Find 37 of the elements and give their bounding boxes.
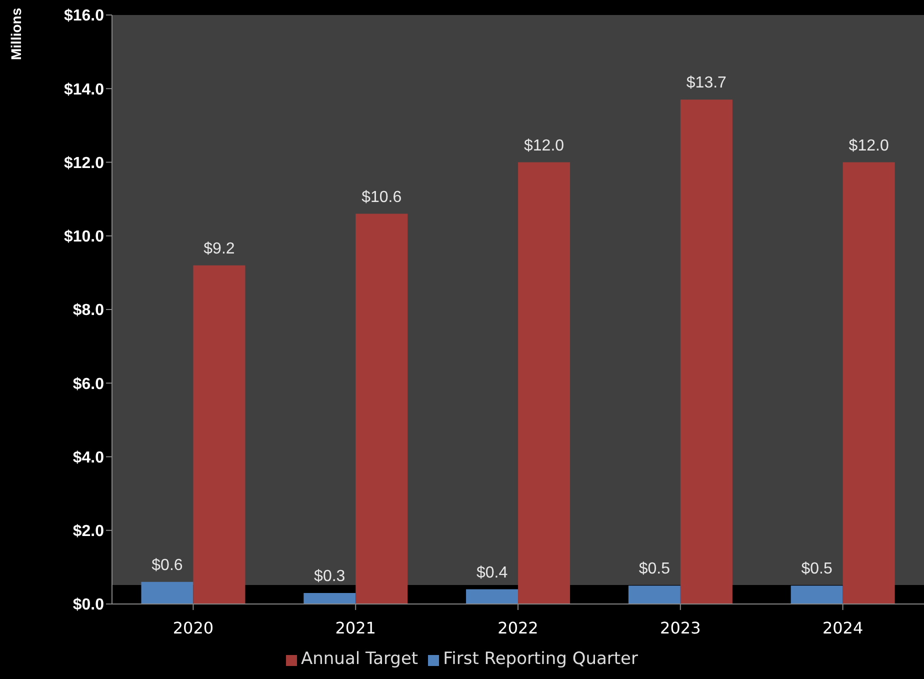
bar (304, 592, 356, 604)
bar (842, 162, 895, 604)
data-label: $12.0 (848, 137, 889, 154)
y-tick-label: $4.0 (72, 449, 104, 466)
data-label: $12.0 (524, 137, 564, 154)
data-label: $0.6 (152, 556, 183, 574)
data-label: $9.2 (204, 240, 235, 258)
x-tick-label: 2023 (660, 618, 701, 638)
data-label: $0.3 (314, 568, 346, 585)
x-tick-label: 2024 (822, 618, 864, 638)
y-tick-label: $8.0 (72, 302, 104, 320)
x-tick-label: 2022 (498, 618, 538, 638)
x-tick-label: 2021 (335, 618, 376, 638)
legend-label: Annual Target (301, 649, 418, 669)
y-tick-label: $6.0 (72, 376, 104, 393)
bar (466, 589, 518, 604)
y-tick-label: $0.0 (72, 596, 104, 614)
y-tick-label: $10.0 (64, 228, 104, 246)
bar (356, 214, 408, 604)
y-tick-label: $14.0 (64, 81, 104, 98)
data-label: $10.6 (362, 188, 402, 206)
x-tick-label: 2020 (172, 618, 214, 638)
data-label: $0.5 (801, 560, 833, 578)
y-tick-label: $2.0 (72, 523, 104, 540)
y-tick-label: $16.0 (64, 8, 104, 25)
bar (790, 586, 843, 604)
legend-label: First Reporting Quarter (443, 649, 638, 669)
bar (518, 162, 570, 604)
y-tick-label: $12.0 (64, 154, 104, 172)
y-axis-title: Millions (8, 8, 24, 60)
data-label: $0.4 (476, 564, 508, 582)
bar (680, 100, 732, 604)
bar (193, 265, 246, 604)
bar (628, 586, 680, 604)
data-label: $13.7 (686, 74, 727, 92)
bar (141, 582, 194, 604)
data-label: $0.5 (638, 560, 670, 578)
